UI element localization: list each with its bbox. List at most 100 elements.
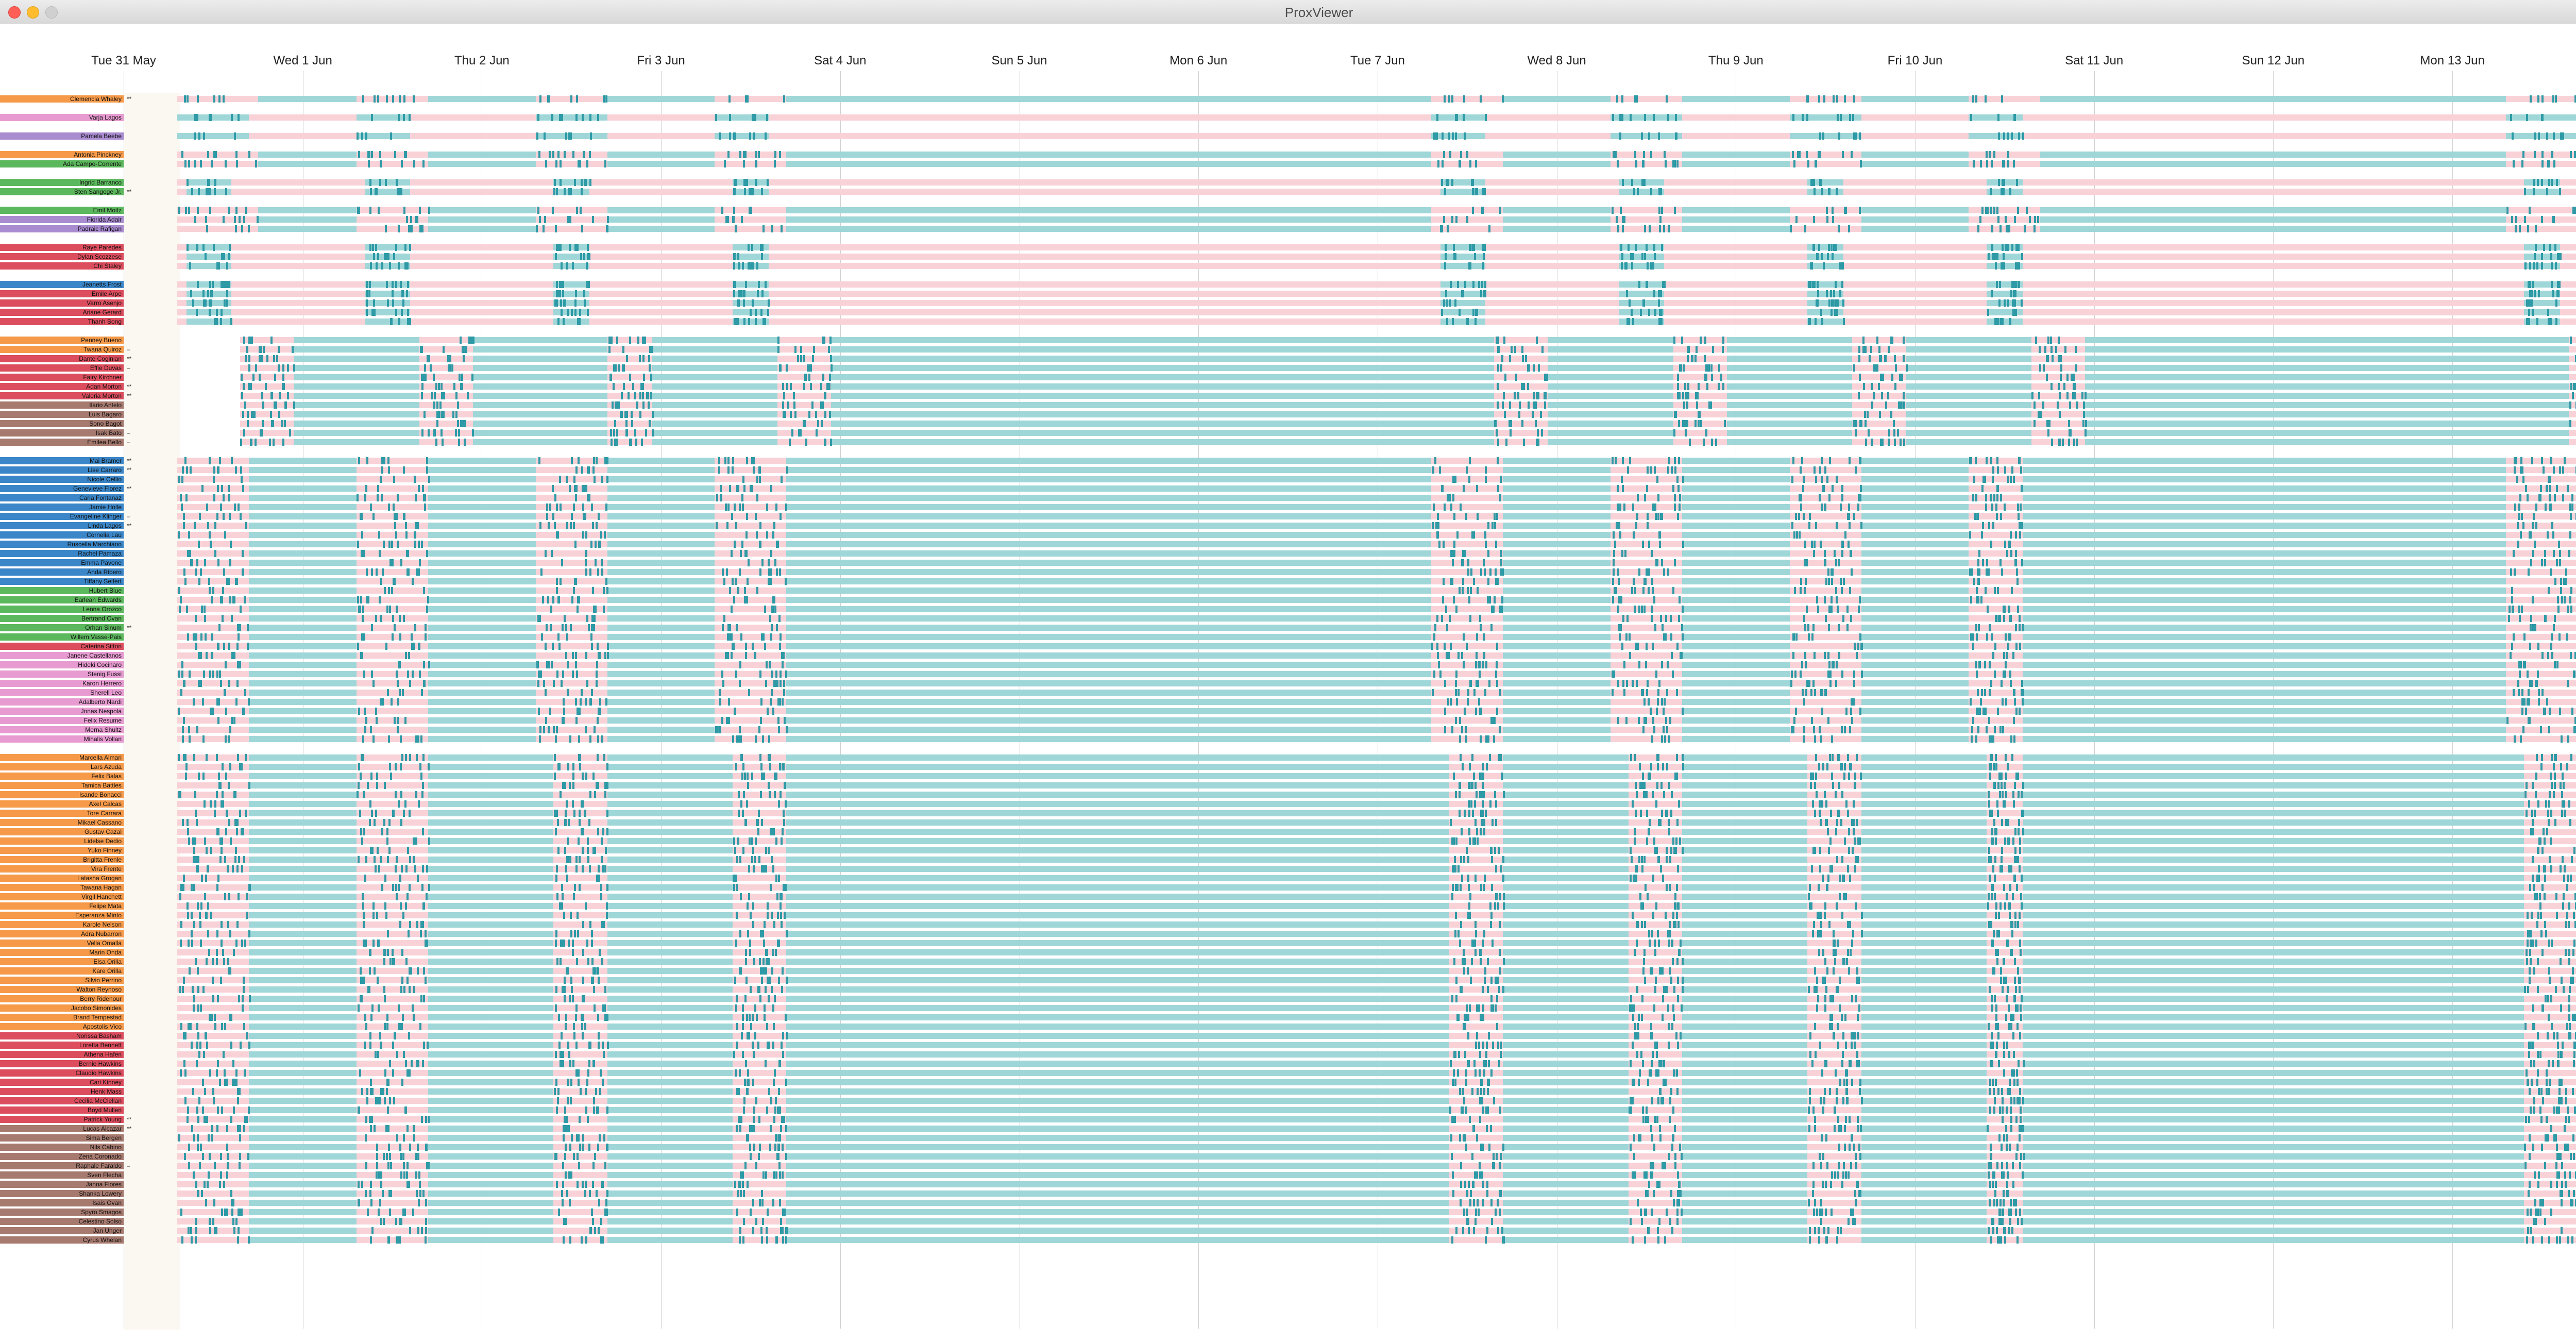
person-label[interactable]: Varro Asenjo [0,299,124,307]
person-label[interactable]: Tamica Battles [0,782,124,789]
person-label[interactable]: Merna Shultz [0,726,124,733]
contact-tick [601,856,603,863]
contact-tick [260,429,263,437]
person-label[interactable]: Axel Calcas [0,800,124,808]
person-label[interactable]: Antonia Pinckney [0,151,124,158]
person-label[interactable]: Tore Carrara [0,810,124,817]
person-label[interactable]: Isande Bonacci [0,791,124,798]
person-label[interactable]: Lars Azuda [0,763,124,770]
person-label[interactable]: Dante Coginian [0,355,124,362]
person-label[interactable]: Anda Ribero [0,568,124,576]
person-label[interactable]: Marcella Almari [0,754,124,761]
person-label[interactable]: Mihalis Vollan [0,735,124,743]
person-label[interactable]: Ariane Gerard [0,309,124,316]
contact-tick [780,837,783,845]
person-label[interactable]: Mikael Cassano [0,819,124,826]
person-label[interactable]: Rachel Pamaza [0,550,124,557]
person-label[interactable]: Janene Castellanos [0,652,124,659]
person-label[interactable]: Jonas Nespola [0,708,124,715]
person-label[interactable]: Twana Quiroz [0,346,124,353]
person-label[interactable]: Latasha Grogan [0,875,124,882]
person-label[interactable]: Emile Arpe [0,290,124,297]
person-label[interactable]: Lise Carraro [0,466,124,474]
person-label[interactable]: Carla Fontanaz [0,494,124,501]
person-label[interactable]: Stenig Fussi [0,670,124,678]
contact-tick [546,624,548,631]
contact-tick [1475,318,1477,325]
person-label[interactable]: Earlean Edwards [0,596,124,603]
person-label[interactable]: Adalberto Nardi [0,698,124,706]
person-label[interactable]: Pamela Beebe [0,132,124,140]
person-label[interactable]: Sten Sangoge Jr. [0,188,124,195]
person-label[interactable]: Mai Bramer [0,457,124,464]
person-label[interactable]: Nicole Cellio [0,476,124,483]
contact-tick [563,299,566,307]
person-label[interactable]: Ruscella Marchiano [0,541,124,548]
contact-tick [1878,346,1881,353]
person-label[interactable]: Penney Bueno [0,337,124,344]
person-label[interactable]: Emilea Bello [0,439,124,446]
contact-tick [734,875,737,882]
person-label[interactable]: Chi Staley [0,262,124,270]
person-label[interactable]: Jeanetts Frost [0,281,124,288]
person-label[interactable]: Luis Bagaro [0,411,124,418]
person-label[interactable]: Isak Bato [0,429,124,437]
person-label[interactable]: Felix Resume [0,717,124,724]
person-label[interactable]: Vira Frente [0,865,124,873]
person-label[interactable]: Genevieve Florez [0,485,124,492]
contact-tick [374,865,377,873]
person-label[interactable]: Emil Moitz [0,207,124,214]
contact-tick [626,355,629,362]
person-label[interactable]: Hubert Blue [0,587,124,594]
person-label[interactable]: Clemencia Whaley [0,95,124,103]
person-label[interactable]: Brigitta Frenle [0,856,124,863]
person-label[interactable]: Valeria Morton [0,392,124,399]
person-label[interactable]: Linda Lagos [0,522,124,529]
person-label[interactable]: Caterina Sitton [0,643,124,650]
close-window-button[interactable] [8,6,21,19]
person-label[interactable]: Dylan Scozzese [0,253,124,260]
person-label[interactable]: Lenna Orozco [0,606,124,613]
person-label[interactable]: Gustav Cazal [0,828,124,835]
person-label[interactable]: Hideki Cocinaro [0,661,124,668]
person-label[interactable]: Evangeline Klinger [0,513,124,520]
person-label[interactable]: Bertrand Ovan [0,615,124,622]
contact-tick [225,773,227,780]
person-label[interactable]: Effie Duvas [0,364,124,372]
person-label[interactable]: Jamie Holle [0,504,124,511]
person-label[interactable]: Virgil Hanchett [0,893,124,900]
person-label[interactable]: Orhan Sinum [0,624,124,631]
minimize-window-button[interactable] [27,6,39,19]
person-label[interactable]: Raye Paredes [0,244,124,251]
contact-tick [362,754,365,761]
person-label[interactable]: Ingrid Barranco [0,179,124,186]
person-label[interactable]: Sherell Leo [0,689,124,696]
person-label[interactable]: Felix Balas [0,773,124,780]
contact-tick [234,856,236,863]
person-label[interactable]: Adan Morton [0,383,124,390]
person-label[interactable]: Cornelia Lau [0,531,124,539]
contact-tick [2548,318,2550,325]
person-label[interactable]: Fiorida Adair [0,216,124,223]
person-label[interactable]: Tiffany Seifert [0,578,124,585]
person-label[interactable]: Sono Bagot [0,420,124,427]
person-label[interactable]: Tawana Hagan [0,884,124,891]
person-marker: ** [127,624,132,631]
contact-tick [554,225,557,232]
person-label[interactable]: Varja Lagos [0,114,124,121]
presence-bar [177,309,2576,315]
person-label[interactable]: Ada Campo-Corrente [0,160,124,167]
contact-tick [730,652,733,659]
person-label[interactable]: Padraic Rafigan [0,225,124,232]
person-label[interactable]: Ilario Antelo [0,401,124,409]
person-label[interactable]: Fairy Kirchner [0,374,124,381]
zoom-window-button[interactable] [45,6,58,19]
person-label[interactable]: Lidelse Dedio [0,837,124,845]
person-label[interactable]: Karon Herrero [0,680,124,687]
person-label[interactable]: Emma Pavone [0,559,124,566]
person-label[interactable]: Willem Vasse-Pais [0,633,124,641]
activity-segment [177,782,249,789]
person-label[interactable]: Thanh Song [0,318,124,325]
contact-tick [388,262,391,270]
person-label[interactable]: Yuko Finney [0,847,124,854]
